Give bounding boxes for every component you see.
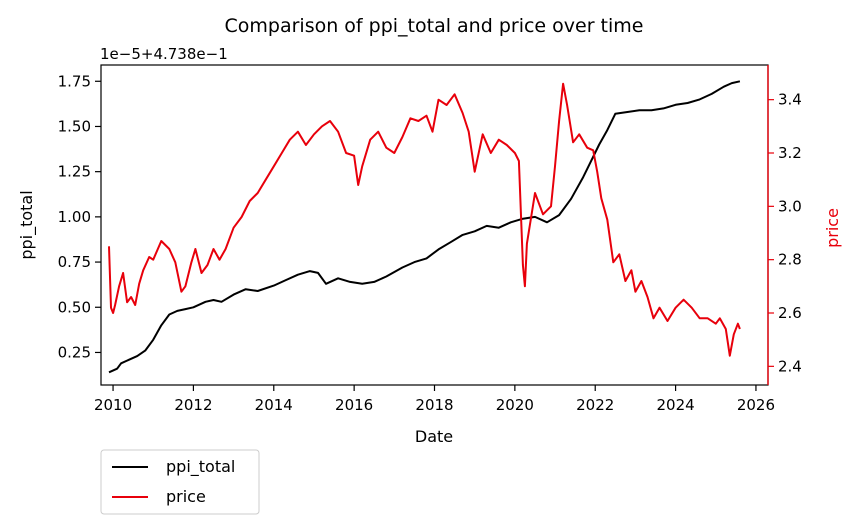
legend-label-price: price [166,487,206,506]
x-axis-label: Date [415,427,453,446]
left-y-tick-label: 0.75 [58,253,91,271]
left-y-tick-label: 1.00 [58,208,91,226]
x-axis: 2010 2012 2014 2016 2018 2020 2022 2024 2026 [94,385,775,414]
legend: ppi_total price [100,449,260,515]
x-tick-label: 2022 [576,396,614,414]
x-tick-label: 2020 [496,396,534,414]
right-y-tick-label: 3.4 [778,91,802,109]
x-tick-label: 2014 [255,396,293,414]
series-line-price [108,82,741,357]
left-y-tick-label: 1.25 [58,163,91,181]
right-y-axis: 2.4 2.6 2.8 3.0 3.2 3.4 [767,65,802,385]
x-tick-label: 2012 [174,396,212,414]
left-y-tick-label: 0.50 [58,298,91,316]
x-tick-label: 2016 [335,396,373,414]
series-line-ppi-total [108,80,741,374]
x-tick-label: 2010 [94,396,132,414]
right-y-tick-label: 3.0 [778,197,802,215]
chart-title: Comparison of ppi_total and price over t… [225,15,644,37]
x-tick-label: 2018 [415,396,453,414]
right-y-axis-label: price [823,208,842,248]
right-y-tick-label: 2.8 [778,251,802,269]
x-tick-label: 2024 [656,396,694,414]
left-y-tick-label: 1.75 [58,72,91,90]
legend-label-ppi-total: ppi_total [166,457,235,477]
right-y-tick-label: 2.6 [778,304,802,322]
left-y-tick-label: 0.25 [58,343,91,361]
left-axis-offset-text: 1e−5+4.738e−1 [100,45,228,63]
left-y-tick-label: 1.50 [58,117,91,135]
left-y-axis: 0.25 0.50 0.75 1.00 1.25 1.50 1.75 [58,72,101,361]
right-y-tick-label: 3.2 [778,144,802,162]
plot-area [100,64,769,386]
series-lines [108,80,741,374]
right-y-tick-label: 2.4 [778,357,802,375]
left-y-axis-label: ppi_total [17,190,37,259]
plot-frame [100,64,769,386]
x-tick-label: 2026 [737,396,775,414]
